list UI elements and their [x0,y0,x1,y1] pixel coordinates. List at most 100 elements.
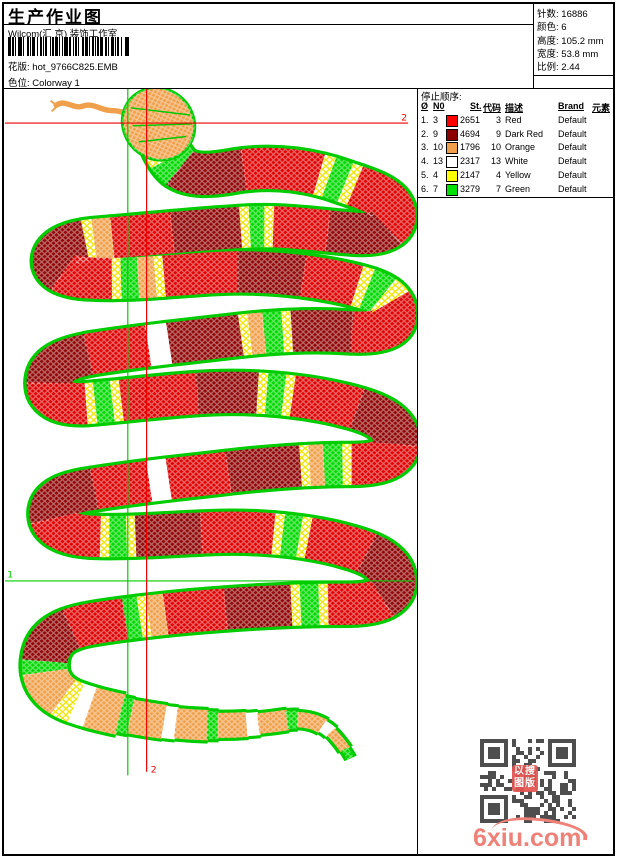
thread-description: Orange [505,142,536,153]
thread-brand: Default [558,156,587,167]
stitch-count: 2651 [460,115,481,125]
stamp-line2: 图版 [514,778,536,789]
thread-brand: Default [558,115,587,125]
column-header-7: 元素 [592,103,611,113]
column-header-3: St. [470,101,482,111]
seq-number: 3. [421,142,429,153]
color-count-line: 颜色: 6 [537,19,567,33]
stitch-count: 2317 [460,156,481,167]
color-swatch [446,115,458,127]
snake-tongue-fork [49,99,59,113]
color-swatch [446,128,458,141]
stop-sequence-row: 5. 4 2147 4 Yellow Default [417,169,617,183]
color-swatch [446,142,458,155]
needle-number: 4 [433,169,439,180]
colorway-value: Colorway 1 [32,78,80,89]
stitch-count-line: 针数: 16886 [537,6,588,20]
design-canvas: 1 2 2 [4,89,417,776]
snake-band [21,124,417,768]
studio-name: Wilcom(汇 京) 装饰工作室 [8,29,118,40]
colorway-label: 色位: [8,78,30,89]
seq-number: 2. [421,128,429,139]
design-file-value: hot_9766C825.EMB [32,62,118,73]
thread-brand: Default [558,128,587,139]
stop-sequence-row: 1. 3 2651 3 Red Default [417,115,617,128]
column-header-5: 描述 [505,103,524,113]
color-count-label: 颜色: [537,22,559,33]
colorway-line: 色位: Colorway 1 [8,75,80,89]
guide-label-2-bottom: 2 [151,765,157,775]
stop-sequence-row: 6. 7 3279 7 Green Default [417,183,617,197]
thread-code: 10 [490,142,501,153]
stitch-count: 2147 [460,169,481,180]
width-label: 宽度: [537,49,559,60]
snake-band [21,124,417,768]
title-underline [4,24,533,25]
stitch-count: 3279 [460,183,481,194]
stop-sequence-row: 2. 9 4694 9 Dark Red Default [417,128,617,142]
guide-label-1: 1 [7,570,13,580]
width-line: 宽度: 53.8 mm [537,46,598,60]
thread-description: Red [505,115,522,125]
guide-lines: 1 2 2 [4,89,414,776]
thread-description: Dark Red [505,128,544,139]
needle-number: 9 [433,128,439,139]
stitch-count-value: 16886 [561,9,588,20]
thread-description: Yellow [505,169,531,180]
guide-label-2-right: 2 [401,113,407,123]
watermark-text: 6xiu.com [473,824,582,852]
stitch-count: 4694 [460,128,481,139]
thread-code: 3 [495,115,501,125]
barcode [8,37,161,56]
stitch-count-label: 针数: [537,9,559,20]
thread-code: 4 [495,169,501,180]
stop-sequence-row: 3. 10 1796 10 Orange Default [417,142,617,155]
panel-divider [417,88,418,855]
red-stamp: 以搜 图版 [512,765,538,792]
column-header-1: Ø [421,101,429,111]
scale-label: 比例: [537,62,559,73]
design-file-line: 花版: hot_9766C825.EMB [8,59,118,73]
thread-description: White [505,156,529,167]
color-swatch [446,156,458,169]
thread-description: Green [505,183,531,194]
snake-head [49,89,197,162]
column-header-6: Brand [558,101,585,111]
snake-hatch-layer [21,124,417,768]
height-line: 高度: 105.2 mm [537,33,604,47]
needle-number: 10 [433,142,444,153]
thread-brand: Default [558,142,587,153]
column-header-2: N0 [433,101,445,111]
height-label: 高度: [537,36,559,47]
thread-code: 7 [495,183,501,194]
needle-number: 7 [433,183,439,194]
panel-bottom-line [417,197,615,198]
page-title: 生产作业图 [8,8,103,27]
design-file-label: 花版: [8,62,30,73]
height-value: 105.2 mm [561,36,604,47]
seq-number: 4. [421,156,429,167]
column-header-4: 代码 [483,103,502,113]
needle-number: 3 [433,115,439,125]
stop-sequence-row: 4. 13 2317 13 White Default [417,156,617,169]
thread-brand: Default [558,183,587,194]
stop-sequence-title: 停止顺序: [421,92,462,103]
header-divider [4,88,615,89]
width-value: 53.8 mm [561,49,599,60]
seq-number: 6. [421,183,429,194]
stitch-count: 1796 [460,142,481,153]
color-swatch [446,183,458,196]
stamp-line1: 以搜 [514,766,536,777]
thread-code: 13 [490,156,501,167]
thread-code: 9 [495,128,501,139]
thread-brand: Default [558,169,587,180]
color-count-value: 6 [561,22,567,33]
seq-number: 1. [421,115,429,125]
seq-number: 5. [421,169,429,180]
info-box-bottom-line [533,75,615,76]
scale-line: 比例: 2.44 [537,59,580,73]
color-swatch [446,169,458,182]
needle-number: 13 [433,156,444,167]
scale-value: 2.44 [561,62,580,73]
